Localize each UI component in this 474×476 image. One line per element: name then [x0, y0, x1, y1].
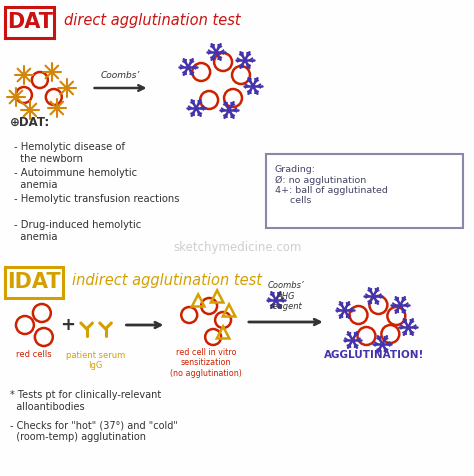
Text: AGGLUTINATION!: AGGLUTINATION!: [324, 350, 425, 360]
Text: Coombs’
AHG
reagent: Coombs’ AHG reagent: [267, 281, 304, 311]
Text: Grading:
Ø: no agglutination
4+: ball of agglutinated
     cells: Grading: Ø: no agglutination 4+: ball of…: [275, 165, 388, 205]
Text: +: +: [60, 316, 75, 334]
Text: - Checks for "hot" (37°) and "cold"
  (room-temp) agglutination: - Checks for "hot" (37°) and "cold" (roo…: [10, 420, 178, 442]
Text: red cell in vitro
sensitization
(no agglutination): red cell in vitro sensitization (no aggl…: [170, 348, 242, 378]
Text: - Hemolytic disease of
  the newborn: - Hemolytic disease of the newborn: [14, 142, 125, 164]
Text: indirect agglutination test: indirect agglutination test: [72, 274, 262, 288]
Text: patient serum
IgG: patient serum IgG: [66, 351, 125, 370]
Text: * Tests pt for clinically-relevant
  alloantibodies: * Tests pt for clinically-relevant alloa…: [10, 390, 161, 412]
FancyBboxPatch shape: [6, 267, 63, 298]
Text: DAT: DAT: [7, 12, 53, 32]
Text: direct agglutination test: direct agglutination test: [64, 13, 240, 29]
Text: IDAT: IDAT: [7, 272, 61, 292]
Text: - Hemolytic transfusion reactions: - Hemolytic transfusion reactions: [14, 194, 180, 204]
Text: ⊕DAT:: ⊕DAT:: [10, 116, 50, 129]
FancyBboxPatch shape: [6, 7, 55, 38]
Text: Coombs’: Coombs’: [101, 71, 140, 80]
Text: - Drug-induced hemolytic
  anemia: - Drug-induced hemolytic anemia: [14, 220, 141, 242]
Text: red cells: red cells: [16, 350, 52, 359]
Text: - Autoimmune hemolytic
  anemia: - Autoimmune hemolytic anemia: [14, 168, 137, 189]
FancyBboxPatch shape: [266, 154, 463, 228]
Text: sketchymedicine.com: sketchymedicine.com: [174, 241, 302, 255]
